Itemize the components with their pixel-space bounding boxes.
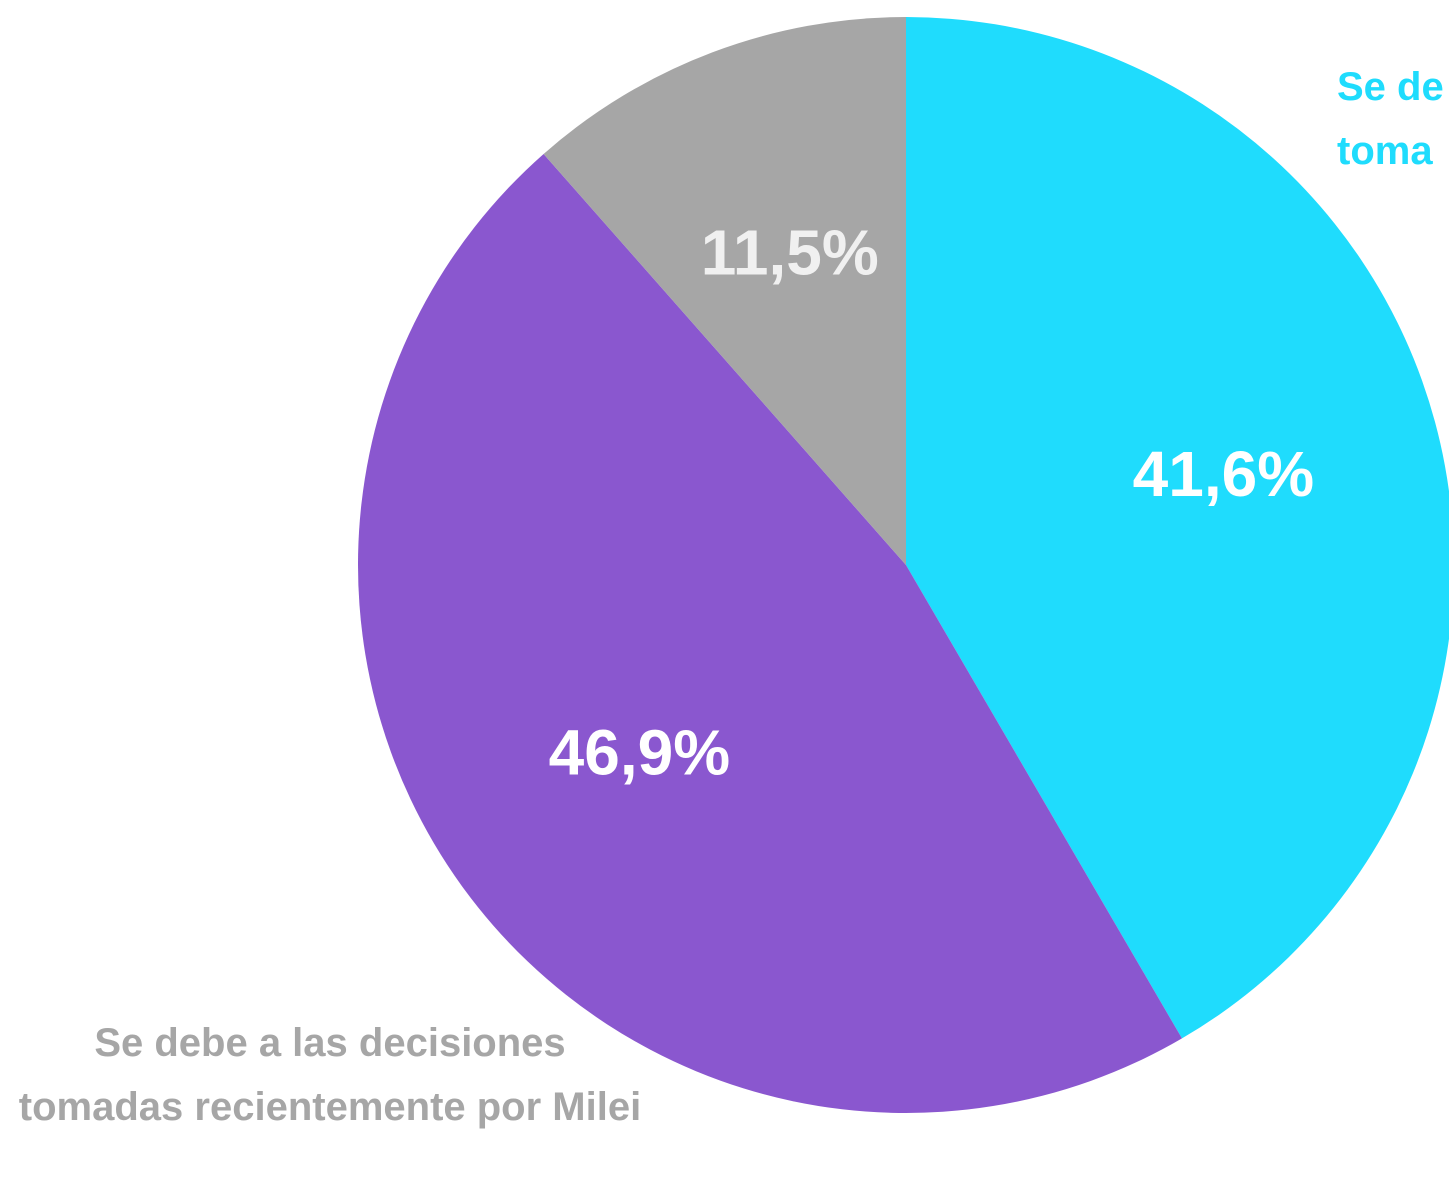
pie-slice	[357, 153, 1182, 1113]
pie-slice	[543, 16, 906, 565]
category-label: Se de toma	[1337, 65, 1444, 173]
value-label: 46,9%	[549, 716, 730, 788]
pie-slice	[906, 17, 1449, 1039]
category-label: Se debe a las decisiones tomadas recient…	[18, 1021, 642, 1129]
value-label: 41,6%	[1133, 438, 1314, 510]
value-label: 11,5%	[701, 216, 879, 288]
